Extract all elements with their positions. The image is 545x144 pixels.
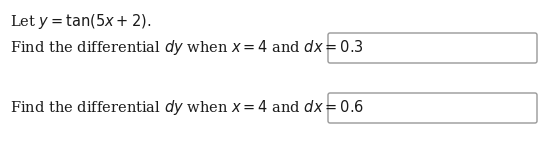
Text: Let $y = \mathrm{tan}(5x + 2).$: Let $y = \mathrm{tan}(5x + 2).$ <box>10 12 151 31</box>
Text: Find the differential $dy$ when $x = 4$ and $dx = 0.3$: Find the differential $dy$ when $x = 4$ … <box>10 38 364 57</box>
FancyBboxPatch shape <box>328 93 537 123</box>
FancyBboxPatch shape <box>328 33 537 63</box>
Text: Find the differential $dy$ when $x = 4$ and $dx = 0.6$: Find the differential $dy$ when $x = 4$ … <box>10 98 364 117</box>
